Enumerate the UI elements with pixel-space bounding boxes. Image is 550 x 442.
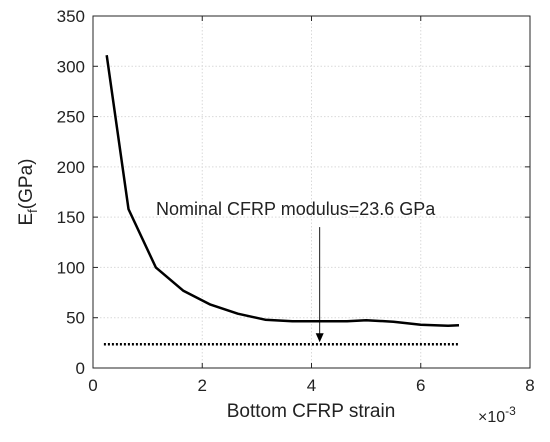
annotation-group: Nominal CFRP modulus=23.6 GPa (156, 199, 436, 343)
x-tick-label: 6 (416, 376, 425, 395)
y-axis-label: Ef(GPa) (16, 159, 40, 226)
y-tick-label: 300 (57, 57, 85, 76)
y-tick-label: 100 (57, 258, 85, 277)
x-axis-multiplier: ×10-3 (478, 404, 516, 426)
x-tick-label: 8 (525, 376, 534, 395)
grid (93, 16, 530, 368)
y-tick-label: 250 (57, 108, 85, 127)
x-tick-label: 4 (307, 376, 316, 395)
y-tick-label: 50 (66, 309, 85, 328)
series-group (103, 55, 460, 346)
ticks-group: 0 2 4 6 8 0 50 100 150 200 250 300 350 (57, 7, 535, 395)
y-axis-label-main: E (16, 213, 37, 226)
x-tick-label: 2 (198, 376, 207, 395)
y-tick-label: 350 (57, 7, 85, 26)
x-tick-label: 0 (88, 376, 97, 395)
x-axis-multiplier-exponent: -3 (505, 404, 516, 418)
annotation-text: Nominal CFRP modulus=23.6 GPa (156, 199, 436, 219)
y-axis-label-unit: (GPa) (16, 159, 37, 210)
y-tick-label: 0 (76, 359, 85, 378)
x-axis-multiplier-base: ×10 (478, 409, 505, 426)
x-axis-label: Bottom CFRP strain (227, 401, 396, 422)
y-tick-label: 200 (57, 158, 85, 177)
y-tick-label: 150 (57, 208, 85, 227)
series-line-measured-modulus (105, 55, 460, 328)
y-axis-label-subscript: f (25, 209, 40, 213)
annotation-arrowhead (315, 333, 324, 343)
